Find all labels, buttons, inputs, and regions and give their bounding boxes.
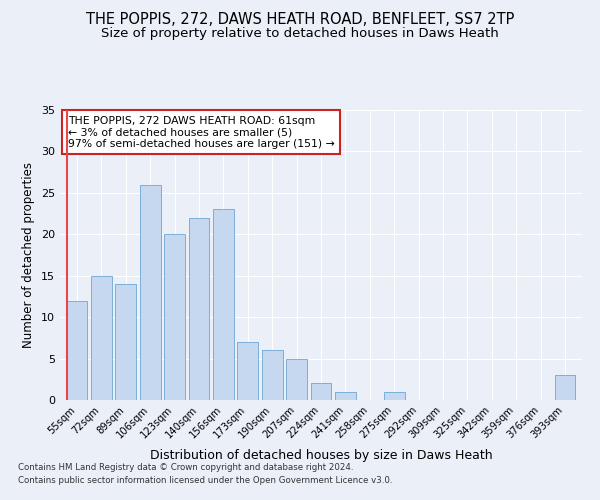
Bar	[140, 184, 161, 400]
Bar	[67, 300, 88, 400]
Text: THE POPPIS, 272 DAWS HEATH ROAD: 61sqm
← 3% of detached houses are smaller (5)
9: THE POPPIS, 272 DAWS HEATH ROAD: 61sqm ←…	[68, 116, 335, 149]
Bar	[238, 342, 258, 400]
Bar	[262, 350, 283, 400]
Text: Contains public sector information licensed under the Open Government Licence v3: Contains public sector information licen…	[18, 476, 392, 485]
Text: THE POPPIS, 272, DAWS HEATH ROAD, BENFLEET, SS7 2TP: THE POPPIS, 272, DAWS HEATH ROAD, BENFLE…	[86, 12, 514, 28]
Bar	[164, 234, 185, 400]
Text: Contains HM Land Registry data © Crown copyright and database right 2024.: Contains HM Land Registry data © Crown c…	[18, 464, 353, 472]
Bar	[286, 358, 307, 400]
Bar	[91, 276, 112, 400]
X-axis label: Distribution of detached houses by size in Daws Heath: Distribution of detached houses by size …	[149, 449, 493, 462]
Y-axis label: Number of detached properties: Number of detached properties	[22, 162, 35, 348]
Bar	[213, 210, 234, 400]
Text: Size of property relative to detached houses in Daws Heath: Size of property relative to detached ho…	[101, 28, 499, 40]
Bar	[115, 284, 136, 400]
Bar	[311, 384, 331, 400]
Bar	[554, 375, 575, 400]
Bar	[384, 392, 404, 400]
Bar	[335, 392, 356, 400]
Bar	[188, 218, 209, 400]
